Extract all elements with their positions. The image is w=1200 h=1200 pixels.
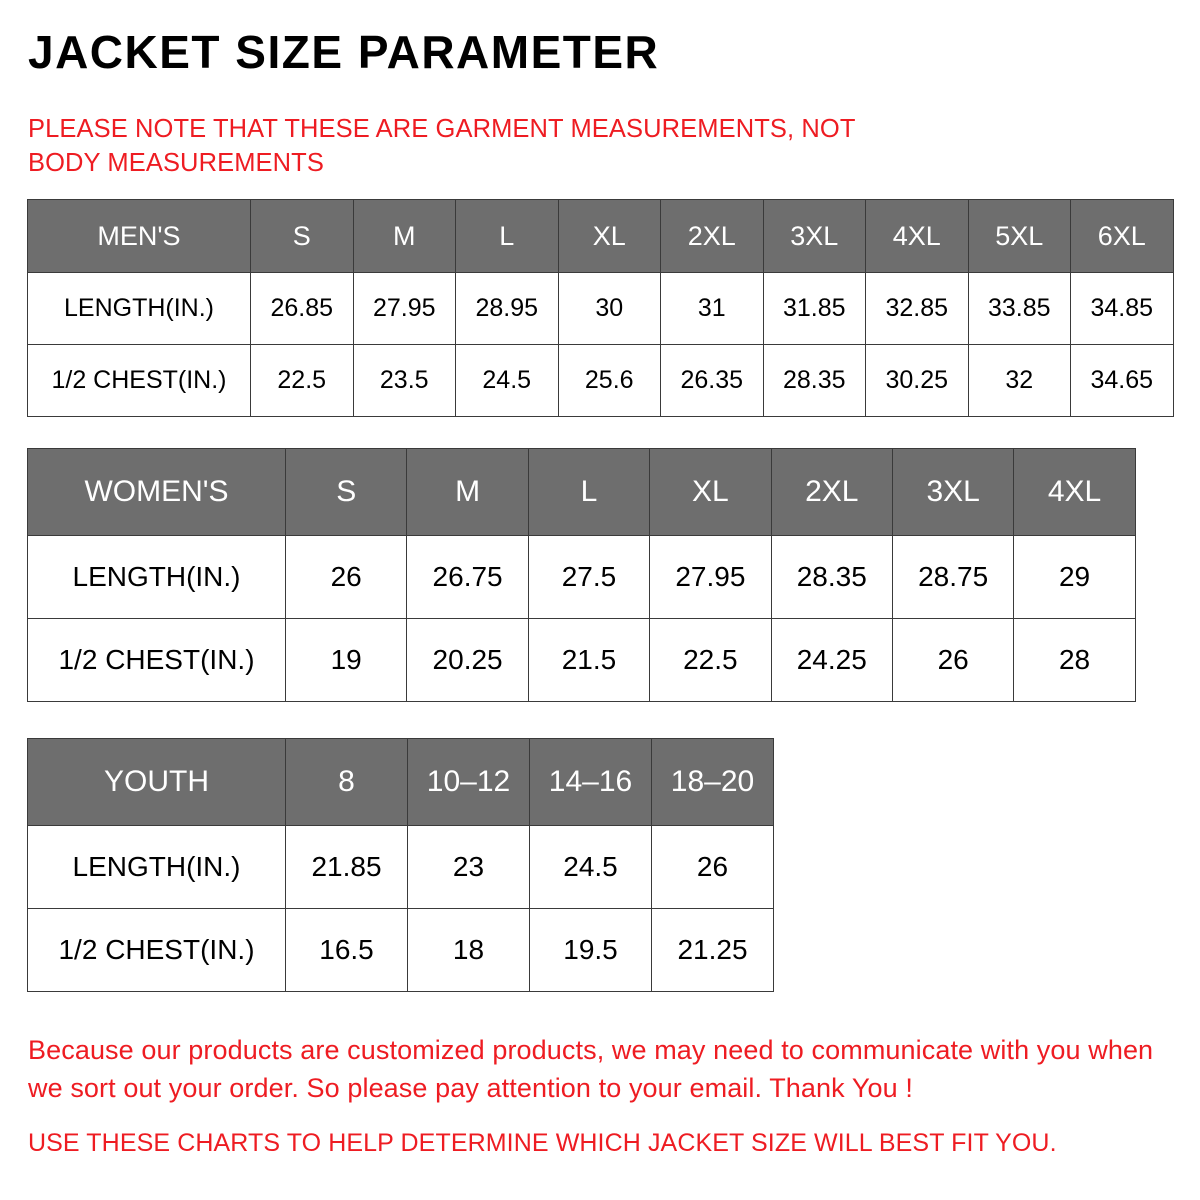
youth-length-8: 21.85 [285, 825, 408, 909]
mens-length-5xl: 33.85 [967, 272, 1071, 345]
mens-length-l: 28.95 [455, 272, 559, 345]
womens-chest-label: 1/2 CHEST(IN.) [27, 618, 286, 702]
womens-length-3xl: 28.75 [891, 535, 1015, 619]
mens-length-s: 26.85 [250, 272, 354, 345]
youth-length-14-16: 24.5 [529, 825, 652, 909]
mens-length-3xl: 31.85 [762, 272, 866, 345]
womens-length-m: 26.75 [406, 535, 529, 619]
table-row: 1/2 CHEST(IN.) 22.5 23.5 24.5 25.6 26.35… [27, 344, 1174, 417]
womens-length-l: 27.5 [527, 535, 651, 619]
mens-chest-l: 24.5 [455, 344, 559, 417]
mens-chest-4xl: 30.25 [865, 344, 969, 417]
mens-size-header-6xl: 6XL [1070, 199, 1174, 273]
page-title: JACKET SIZE PARAMETER [28, 26, 660, 78]
mens-size-header-5xl: 5XL [967, 199, 1071, 273]
womens-chest-l: 21.5 [527, 618, 651, 702]
youth-size-table: YOUTH 8 10–12 14–16 18–20 LENGTH(IN.) 21… [27, 738, 774, 992]
youth-header-row: YOUTH 8 10–12 14–16 18–20 [27, 738, 774, 826]
mens-size-header-l: L [455, 199, 559, 273]
youth-chest-10-12: 18 [407, 908, 530, 992]
table-row: 1/2 CHEST(IN.) 16.5 18 19.5 21.25 [27, 908, 774, 992]
mens-header-row: MEN'S S M L XL 2XL 3XL 4XL 5XL 6XL [27, 199, 1174, 273]
womens-length-label: LENGTH(IN.) [27, 535, 286, 619]
youth-category-header: YOUTH [27, 738, 286, 826]
mens-chest-s: 22.5 [250, 344, 354, 417]
womens-chest-2xl: 24.25 [770, 618, 893, 702]
mens-table-head: MEN'S S M L XL 2XL 3XL 4XL 5XL 6XL [27, 199, 1174, 273]
table-row: 1/2 CHEST(IN.) 19 20.25 21.5 22.5 24.25 … [27, 618, 1136, 702]
mens-chest-5xl: 32 [967, 344, 1071, 417]
mens-length-6xl: 34.85 [1070, 272, 1174, 345]
youth-chest-label: 1/2 CHEST(IN.) [27, 908, 286, 992]
mens-category-header: MEN'S [27, 199, 251, 273]
womens-chest-xl: 22.5 [649, 618, 772, 702]
mens-length-2xl: 31 [660, 272, 764, 345]
womens-size-header-xl: XL [649, 448, 772, 536]
youth-size-header-10-12: 10–12 [407, 738, 530, 826]
mens-length-m: 27.95 [352, 272, 456, 345]
womens-size-header-2xl: 2XL [770, 448, 893, 536]
youth-length-10-12: 23 [407, 825, 530, 909]
mens-chest-label: 1/2 CHEST(IN.) [27, 344, 251, 417]
charts-usage-note: USE THESE CHARTS TO HELP DETERMINE WHICH… [28, 1129, 1057, 1157]
womens-length-s: 26 [284, 535, 408, 619]
womens-length-xl: 27.95 [649, 535, 772, 619]
womens-size-header-3xl: 3XL [891, 448, 1015, 536]
womens-size-table: WOMEN'S S M L XL 2XL 3XL 4XL LENGTH(IN.)… [27, 448, 1136, 702]
womens-chest-3xl: 26 [891, 618, 1015, 702]
womens-size-header-s: S [284, 448, 408, 536]
mens-size-header-4xl: 4XL [865, 199, 969, 273]
womens-chest-m: 20.25 [406, 618, 529, 702]
mens-length-xl: 30 [557, 272, 661, 345]
garment-measurement-note: PLEASE NOTE THAT THESE ARE GARMENT MEASU… [28, 115, 856, 177]
youth-size-header-18-20: 18–20 [651, 738, 774, 826]
youth-length-18-20: 26 [651, 825, 774, 909]
table-row: LENGTH(IN.) 26.85 27.95 28.95 30 31 31.8… [27, 272, 1174, 345]
womens-table-body: LENGTH(IN.) 26 26.75 27.5 27.95 28.35 28… [27, 535, 1136, 702]
mens-size-header-m: M [352, 199, 456, 273]
mens-table-body: LENGTH(IN.) 26.85 27.95 28.95 30 31 31.8… [27, 272, 1174, 417]
womens-length-4xl: 29 [1013, 535, 1136, 619]
mens-size-header-2xl: 2XL [660, 199, 764, 273]
youth-table-head: YOUTH 8 10–12 14–16 18–20 [27, 738, 774, 826]
womens-size-header-l: L [527, 448, 651, 536]
table-row: LENGTH(IN.) 21.85 23 24.5 26 [27, 825, 774, 909]
mens-size-table: MEN'S S M L XL 2XL 3XL 4XL 5XL 6XL LENGT… [27, 199, 1174, 417]
youth-chest-14-16: 19.5 [529, 908, 652, 992]
youth-length-label: LENGTH(IN.) [27, 825, 286, 909]
womens-chest-s: 19 [284, 618, 408, 702]
youth-table-body: LENGTH(IN.) 21.85 23 24.5 26 1/2 CHEST(I… [27, 825, 774, 992]
womens-table-head: WOMEN'S S M L XL 2XL 3XL 4XL [27, 448, 1136, 536]
mens-size-header-xl: XL [557, 199, 661, 273]
mens-chest-m: 23.5 [352, 344, 456, 417]
womens-category-header: WOMEN'S [27, 448, 286, 536]
mens-chest-2xl: 26.35 [660, 344, 764, 417]
youth-chest-18-20: 21.25 [651, 908, 774, 992]
mens-chest-3xl: 28.35 [762, 344, 866, 417]
youth-chest-8: 16.5 [285, 908, 408, 992]
womens-chest-4xl: 28 [1013, 618, 1136, 702]
mens-size-header-s: S [250, 199, 354, 273]
customization-note: Because our products are customized prod… [28, 1035, 1154, 1104]
table-row: LENGTH(IN.) 26 26.75 27.5 27.95 28.35 28… [27, 535, 1136, 619]
womens-length-2xl: 28.35 [770, 535, 893, 619]
womens-size-header-m: M [406, 448, 529, 536]
mens-chest-6xl: 34.65 [1070, 344, 1174, 417]
womens-size-header-4xl: 4XL [1013, 448, 1136, 536]
youth-size-header-14-16: 14–16 [529, 738, 652, 826]
mens-chest-xl: 25.6 [557, 344, 661, 417]
womens-header-row: WOMEN'S S M L XL 2XL 3XL 4XL [27, 448, 1136, 536]
youth-size-header-8: 8 [285, 738, 408, 826]
mens-length-4xl: 32.85 [865, 272, 969, 345]
mens-length-label: LENGTH(IN.) [27, 272, 251, 345]
mens-size-header-3xl: 3XL [762, 199, 866, 273]
